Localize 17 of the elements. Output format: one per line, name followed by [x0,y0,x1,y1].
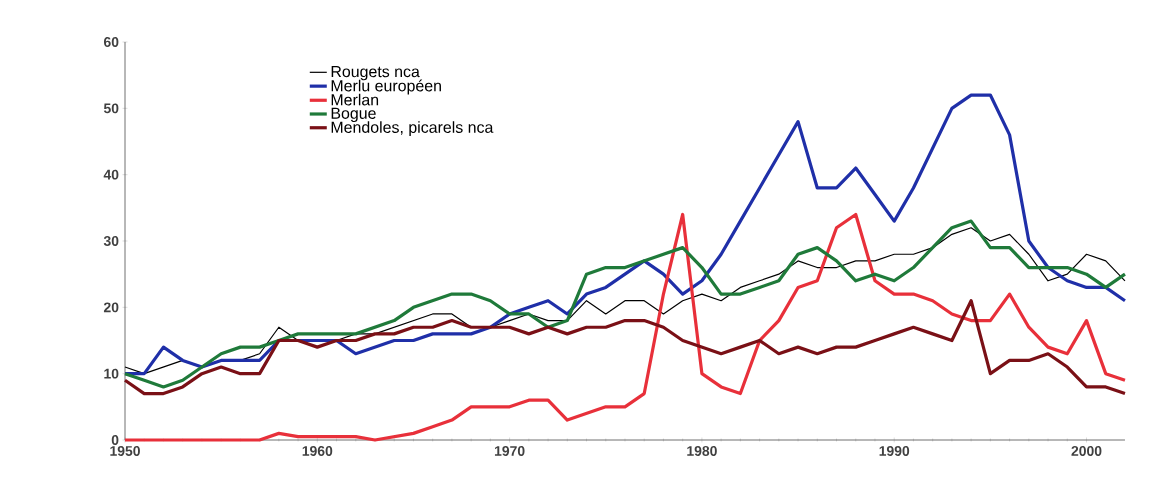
legend-label: Bogue [331,107,376,123]
y-tick-label: 60 [103,37,119,47]
x-tick-label: 1990 [879,446,910,456]
x-tick-label: 1980 [687,446,717,456]
y-tick-label: 10 [104,368,119,379]
y-tick-label: 0 [111,435,119,445]
y-tick-label: 50 [103,103,119,114]
legend-label: Mendoles, picarels nca [331,121,494,137]
legend-label: Rougets nca [331,66,420,81]
y-tick-label: 20 [103,302,119,313]
y-tick-label: 30 [103,236,119,246]
x-tick-label: 1950 [110,446,140,456]
legend-label: Merlan [331,93,379,106]
x-tick-label: 1960 [302,446,333,456]
x-tick-label: 1970 [494,446,525,456]
x-tick-label: 2000 [1071,446,1102,456]
y-tick-label: 40 [103,169,119,180]
